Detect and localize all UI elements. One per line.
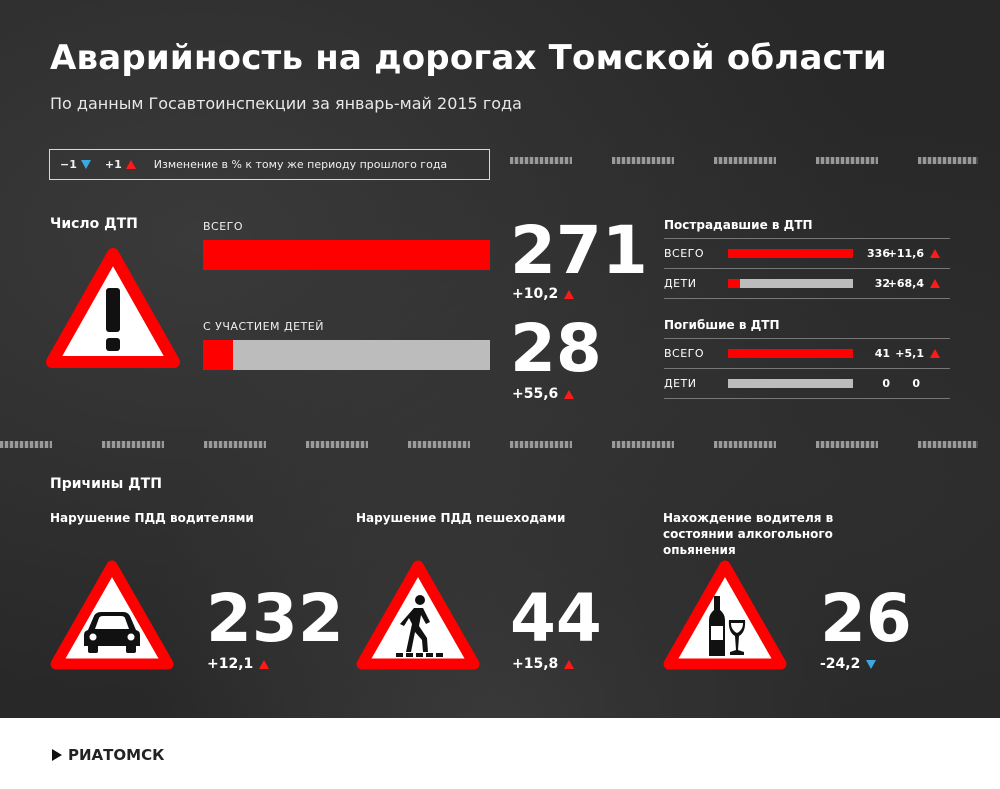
- cause-drivers-title: Нарушение ПДД водителями: [50, 511, 254, 525]
- accidents-children-delta: +55,6: [512, 386, 575, 402]
- row-bar: [728, 349, 853, 358]
- row-value: 0: [882, 377, 890, 390]
- warning-triangle: [663, 560, 787, 670]
- row-bar-fill: [728, 279, 740, 288]
- up-arrow-icon: [564, 659, 575, 669]
- injured-row-total: ВСЕГО 336 +11,6: [664, 239, 950, 269]
- accidents-total-value: 271: [510, 212, 648, 289]
- warning-sign: [46, 248, 180, 368]
- accidents-total-bar: [203, 240, 490, 270]
- row-delta-value: +11,6: [887, 247, 924, 260]
- legend: −1 +1 Изменение в % к тому же периоду пр…: [49, 149, 490, 180]
- footer: [0, 718, 1000, 789]
- exclamation-dot-icon: [106, 338, 120, 351]
- row-delta-value: 0: [912, 377, 920, 390]
- cause-drivers-sign: [50, 560, 174, 670]
- accidents-total-label: ВСЕГО: [203, 220, 244, 233]
- row-bar-fill: [728, 349, 853, 358]
- logo-text: РИАТОМСК: [68, 746, 165, 764]
- legend-up: +1: [105, 158, 136, 171]
- cause-alcohol-delta: -24,2: [820, 656, 877, 672]
- legend-text: Изменение в % к тому же периоду прошлого…: [153, 158, 448, 171]
- killed-row-total: ВСЕГО 41 +5,1: [664, 339, 950, 369]
- row-value: 336: [867, 247, 890, 260]
- row-bar-fill: [728, 249, 853, 258]
- causes-heading: Причины ДТП: [50, 476, 162, 492]
- page-subtitle: По данным Госавтоинспекции за январь-май…: [50, 94, 522, 113]
- row-bar: [728, 249, 853, 258]
- row-delta-value: +68,4: [887, 277, 924, 290]
- up-arrow-icon: [564, 289, 575, 299]
- row-delta: 0: [890, 377, 940, 390]
- cause-pedestrians-sign: [356, 560, 480, 670]
- cause-drivers-delta: +12,1: [207, 656, 270, 672]
- cause-pedestrians-title: Нарушение ПДД пешеходами: [356, 511, 566, 525]
- row-bar: [728, 279, 853, 288]
- row-delta-value: +5,1: [895, 347, 924, 360]
- row-label: ВСЕГО: [664, 347, 705, 360]
- legend-down-label: −1: [60, 158, 77, 171]
- row-delta: +68,4: [887, 277, 940, 290]
- accidents-children-label: С УЧАСТИЕМ ДЕТЕЙ: [203, 320, 324, 333]
- cause-alcohol-sign: [663, 560, 787, 670]
- cause-drivers-delta-value: +12,1: [207, 656, 254, 672]
- cause-pedestrians-value: 44: [510, 580, 602, 657]
- row-label: ДЕТИ: [664, 377, 697, 390]
- accidents-total-bar-fill: [203, 240, 490, 270]
- injured-row-children: ДЕТИ 32 +68,4: [664, 269, 950, 299]
- road-marking-middle: [0, 441, 1000, 449]
- page-title: Аварийность на дорогах Томской области: [50, 38, 887, 78]
- row-label: ДЕТИ: [664, 277, 697, 290]
- accidents-children-bar-fill: [203, 340, 233, 370]
- legend-down: −1: [60, 158, 91, 171]
- injured-heading: Пострадавшие в ДТП: [664, 218, 813, 232]
- row-delta: +5,1: [890, 347, 940, 360]
- road-marking-top: [0, 157, 1000, 165]
- killed-row-children: ДЕТИ 0 0: [664, 369, 950, 399]
- up-arrow-icon: [125, 160, 136, 169]
- killed-heading: Погибшие в ДТП: [664, 318, 780, 332]
- cause-alcohol-title: Нахождение водителя в состоянии алкоголь…: [663, 511, 834, 557]
- injured-killed-panel: Пострадавшие в ДТП ВСЕГО 336 +11,6 ДЕТИ …: [664, 212, 950, 402]
- logo-mark-icon: [52, 749, 62, 761]
- accidents-total-delta-value: +10,2: [512, 286, 559, 302]
- cause-pedestrians-delta-value: +15,8: [512, 656, 559, 672]
- accidents-children-delta-value: +55,6: [512, 386, 559, 402]
- row-value: 32: [874, 277, 890, 290]
- cause-pedestrians-delta: +15,8: [512, 656, 575, 672]
- cause-alcohol-delta-value: -24,2: [820, 656, 861, 672]
- accidents-heading: Число ДТП: [50, 216, 138, 232]
- up-arrow-icon: [259, 659, 270, 669]
- cause-drivers-value: 232: [206, 580, 344, 657]
- pedestrian-icon: [396, 595, 443, 657]
- up-arrow-icon: [564, 389, 575, 399]
- legend-up-label: +1: [104, 158, 122, 171]
- cause-alcohol-value: 26: [820, 580, 912, 657]
- row-value: 41: [874, 347, 890, 360]
- up-arrow-icon: [930, 349, 940, 358]
- down-arrow-icon: [866, 659, 877, 669]
- accidents-total-delta: +10,2: [512, 286, 575, 302]
- down-arrow-icon: [80, 160, 91, 169]
- up-arrow-icon: [930, 279, 940, 288]
- up-arrow-icon: [930, 249, 940, 258]
- row-label: ВСЕГО: [664, 247, 705, 260]
- row-bar: [728, 379, 853, 388]
- exclamation-icon: [106, 288, 120, 332]
- accidents-children-bar: [203, 340, 490, 370]
- row-delta: +11,6: [887, 247, 940, 260]
- accidents-children-value: 28: [510, 310, 602, 387]
- logo[interactable]: РИАТОМСК: [50, 746, 164, 764]
